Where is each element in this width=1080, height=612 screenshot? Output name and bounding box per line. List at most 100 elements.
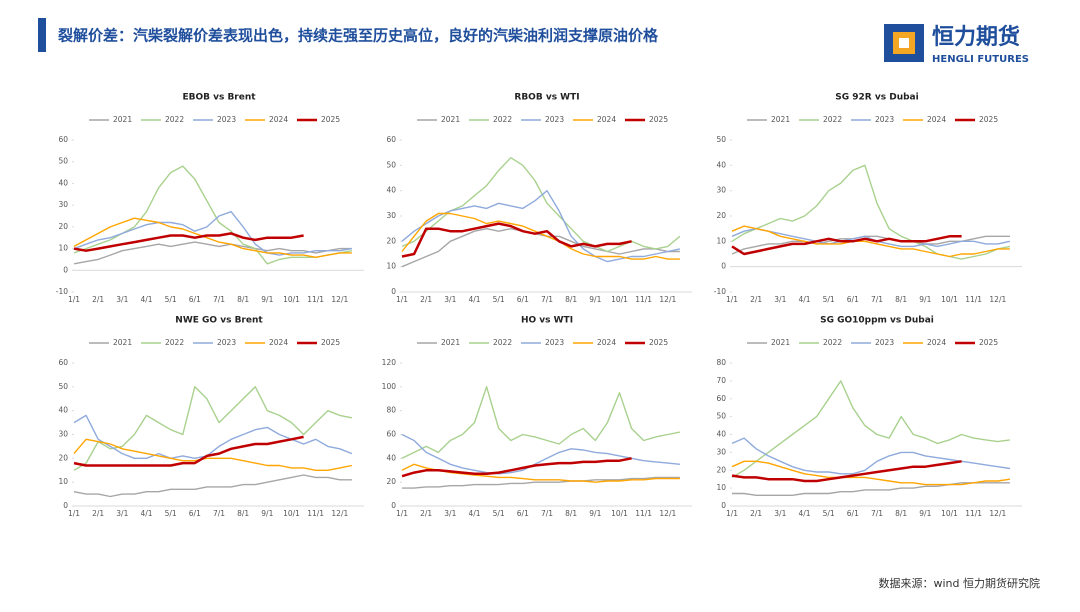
y-tick-label: 50 [716,412,726,421]
chart-title: SG GO10ppm vs Dubai [820,316,934,326]
x-tick-label: 10/1 [941,509,958,518]
x-tick-label: 12/1 [331,509,348,518]
x-tick-label: 8/1 [895,509,907,518]
x-tick-label: 2/1 [750,295,762,304]
x-tick-label: 7/1 [213,295,225,304]
logo-cn: 恒力期货 [932,24,1020,50]
x-tick-label: 9/1 [261,295,273,304]
y-tick-label: 50 [58,157,68,166]
y-tick-label: 0 [391,287,396,296]
x-tick-label: 10/1 [611,295,628,304]
x-tick-label: 5/1 [493,295,505,304]
series-line [401,212,680,260]
x-tick-label: 12/1 [331,295,348,304]
x-tick-label: 9/1 [589,509,601,518]
legend-label: 2023 [545,338,564,347]
x-tick-label: 12/1 [659,509,676,518]
legend-label: 2022 [823,115,842,124]
y-tick-label: 100 [382,382,397,391]
y-tick-label: 20 [58,222,68,231]
x-tick-label: 8/1 [895,295,907,304]
series-line [731,225,1010,258]
x-tick-label: 6/1 [517,509,529,518]
y-tick-label: 30 [386,211,396,220]
title-bar [38,18,46,52]
legend-label: 2021 [771,115,790,124]
y-tick-label: 0 [391,501,396,510]
y-tick-label: 40 [58,178,68,187]
x-tick-label: 8/1 [565,509,577,518]
x-tick-label: 5/1 [493,509,505,518]
y-tick-label: 0 [63,265,68,274]
legend-label: 2023 [217,338,236,347]
x-tick-label: 2/1 [750,509,762,518]
x-tick-label: 11/1 [307,295,324,304]
y-tick-label: 30 [716,186,726,195]
legend-label: 2021 [441,115,460,124]
series-line [73,474,352,498]
x-tick-label: 7/1 [541,295,553,304]
x-tick-label: 1/1 [68,509,80,518]
x-tick-label: 11/1 [965,509,982,518]
legend-label: 2024 [269,338,288,347]
legend-label: 2022 [165,115,184,124]
legend-label: 2021 [113,115,132,124]
series-line [73,241,352,265]
series-line [731,380,1010,479]
series-line [401,190,681,263]
x-tick-label: 7/1 [871,509,883,518]
x-tick-label: 10/1 [611,509,628,518]
logo: 恒力期货 HENGLI FUTURES [884,24,1029,65]
y-tick-label: 0 [721,262,726,271]
x-tick-label: 10/1 [283,509,300,518]
chart-title: HO vs WTI [521,316,573,326]
legend-label: 2023 [875,115,894,124]
y-tick-label: 60 [58,135,68,144]
y-tick-label: 20 [386,236,396,245]
legend-label: 2023 [875,338,894,347]
y-tick-label: 50 [58,382,68,391]
y-tick-label: 80 [716,358,726,367]
y-tick-label: 40 [716,160,726,169]
series-line [401,228,680,268]
series-line [731,460,962,483]
y-tick-label: 30 [716,447,726,456]
chart-title: RBOB vs WTI [514,93,579,103]
legend-label: 2021 [771,338,790,347]
x-tick-label: 7/1 [541,509,553,518]
x-tick-label: 1/1 [68,295,80,304]
legend-label: 2021 [113,338,132,347]
y-tick-label: 10 [386,262,396,271]
x-tick-label: 4/1 [798,295,810,304]
y-tick-label: 40 [58,406,68,415]
series-line [73,211,353,256]
series-line [731,437,1011,475]
legend-label: 2024 [927,338,946,347]
legend-label: 2025 [979,115,998,124]
y-tick-label: 60 [386,430,396,439]
x-tick-label: 3/1 [116,295,128,304]
x-tick-label: 10/1 [941,295,958,304]
y-tick-label: -10 [56,287,68,296]
x-tick-label: 4/1 [140,295,152,304]
y-tick-label: 10 [716,483,726,492]
y-tick-label: 0 [721,501,726,510]
x-tick-label: 10/1 [283,295,300,304]
series-line [731,235,962,256]
x-tick-label: 9/1 [261,509,273,518]
x-tick-label: 1/1 [396,509,408,518]
series-line [731,460,1011,486]
x-tick-label: 6/1 [189,295,201,304]
x-tick-label: 6/1 [517,295,529,304]
legend-label: 2024 [927,115,946,124]
x-tick-label: 1/1 [396,295,408,304]
y-tick-label: 70 [716,376,726,385]
legend-label: 2021 [441,338,460,347]
y-tick-label: 80 [386,406,396,415]
logo-en: HENGLI FUTURES [932,54,1029,65]
x-tick-label: 1/1 [726,509,738,518]
x-tick-label: 11/1 [635,509,652,518]
x-tick-label: 5/1 [165,295,177,304]
logo-core [899,38,909,48]
x-tick-label: 8/1 [565,295,577,304]
